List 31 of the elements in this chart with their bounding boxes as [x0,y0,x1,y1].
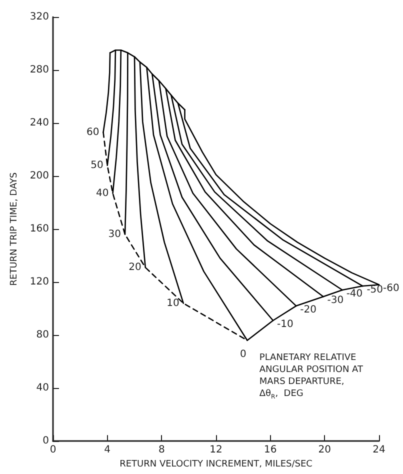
series-label: 20 [128,262,142,273]
y-tick-label: 80 [36,330,49,341]
series-label: 10 [166,298,180,309]
series-label: -50 [366,284,384,296]
x-tick-label: 12 [210,444,222,456]
series-label: -30 [327,295,344,306]
x-tick-label: 24 [372,444,386,456]
series-label: 0 [240,348,246,360]
y-tick-label: 120 [30,276,49,288]
series-label: -10 [277,318,294,330]
x-axis-title: RETURN VELOCITY INCREMENT, MILES/SEC [120,460,312,470]
y-axis-title: RETURN TRIP TIME, DAYS [10,172,20,286]
y-tick-label: 320 [30,12,49,22]
y-tick-label: 40 [36,382,49,394]
series-label: -20 [300,304,316,316]
y-tick-label: 280 [30,64,49,76]
series-label: 50 [90,160,104,171]
x-tick-label: 8 [158,444,165,456]
x-tick-label: 20 [318,444,332,456]
y-tick-label: 240 [30,118,49,129]
series-label: 30 [108,228,121,240]
y-tick-label: 160 [30,224,49,235]
x-tick-label: 4 [104,444,111,456]
series-label: 60 [86,126,100,138]
series-label: 40 [96,188,109,199]
series-label: -60 [383,283,400,294]
x-tick-label: 0 [50,444,56,456]
y-tick-label: 200 [30,170,49,182]
y-tick-label: 0 [42,436,49,447]
series-label: -40 [346,288,363,300]
x-tick-label: 16 [264,444,277,456]
